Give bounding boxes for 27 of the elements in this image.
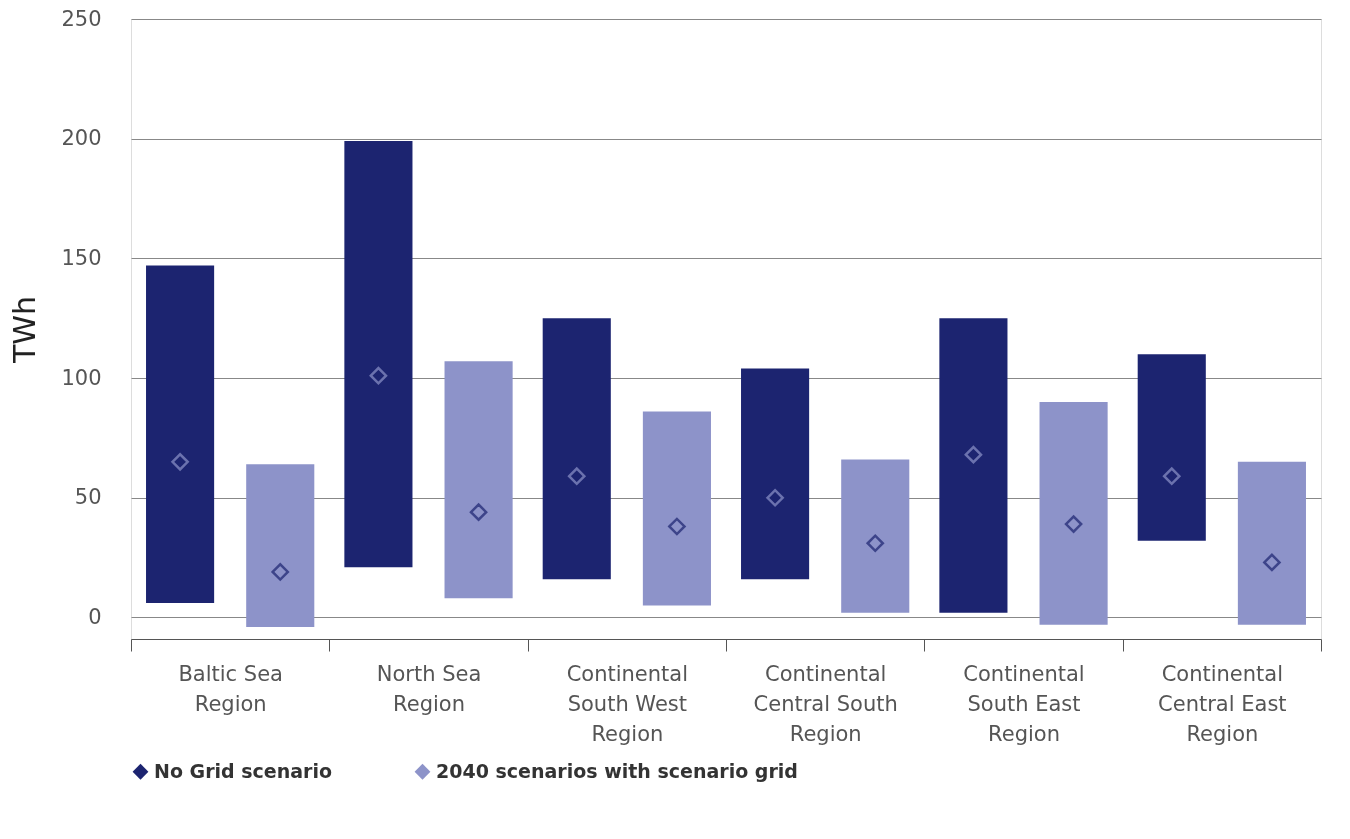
y-tick-label: 100 xyxy=(61,365,102,390)
bar xyxy=(841,459,910,613)
bar xyxy=(939,318,1008,613)
y-axis-title: TWh xyxy=(7,295,43,365)
x-tick-label: Continental Central South Region xyxy=(753,661,898,746)
bar xyxy=(741,368,810,580)
x-tick-label: Continental South East Region xyxy=(963,661,1085,746)
bar xyxy=(344,141,413,568)
legend-label: No Grid scenario xyxy=(154,759,333,782)
bar xyxy=(1039,402,1108,625)
bar xyxy=(542,318,611,580)
bar xyxy=(444,361,513,599)
bar xyxy=(146,265,215,604)
x-tick-label: North Sea Region xyxy=(376,661,482,716)
y-tick-label: 200 xyxy=(61,126,102,151)
bar xyxy=(246,464,315,628)
x-tick-label: Continental Central East Region xyxy=(1158,661,1287,746)
x-tick-label: Continental South West Region xyxy=(566,661,689,746)
x-tick-label: Baltic Sea Region xyxy=(178,661,283,716)
bar xyxy=(642,411,711,606)
y-tick-label: 0 xyxy=(88,604,102,629)
y-tick-label: 150 xyxy=(61,245,102,270)
y-tick-label: 50 xyxy=(74,485,102,510)
legend-label: 2040 scenarios with scenario grid xyxy=(436,759,798,782)
bar xyxy=(1237,461,1306,625)
bar xyxy=(1137,354,1206,541)
y-tick-label: 250 xyxy=(61,6,102,31)
